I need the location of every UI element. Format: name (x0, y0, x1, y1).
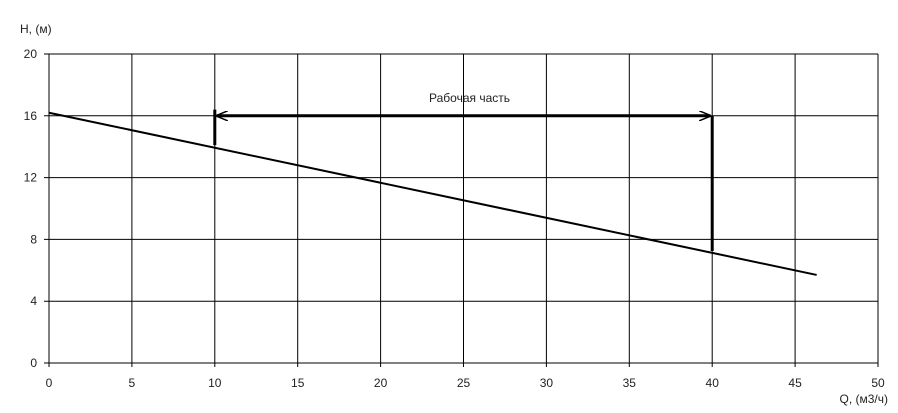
x-tick-label: 10 (208, 376, 222, 390)
pump-curve-line (48, 111, 817, 276)
tick-labels: 0 5 10 15 20 25 30 35 40 45 50 0 4 8 12 16 20 (24, 47, 885, 390)
x-tick-label: 50 (871, 376, 885, 390)
y-tick-label: 4 (30, 294, 37, 308)
x-tick-label: 35 (623, 376, 637, 390)
working-range-label: Рабочая часть (429, 91, 510, 105)
working-range-annotation (213, 109, 714, 251)
y-tick-label: 8 (30, 232, 37, 246)
x-tick-label: 25 (457, 376, 471, 390)
x-axis-label: Q, (м3/ч) (839, 392, 888, 406)
y-tick-label: 16 (24, 109, 38, 123)
y-tick-label: 20 (24, 47, 38, 61)
x-tick-label: 20 (374, 376, 388, 390)
y-axis-label: H, (м) (20, 22, 52, 36)
grid (44, 53, 879, 367)
x-tick-label: 30 (540, 376, 554, 390)
series (48, 111, 817, 276)
x-tick-label: 0 (46, 376, 53, 390)
x-tick-label: 15 (291, 376, 305, 390)
x-tick-label: 40 (706, 376, 720, 390)
x-tick-label: 5 (129, 376, 136, 390)
y-tick-label: 0 (30, 356, 37, 370)
x-tick-label: 45 (788, 376, 802, 390)
y-tick-label: 12 (24, 171, 38, 185)
